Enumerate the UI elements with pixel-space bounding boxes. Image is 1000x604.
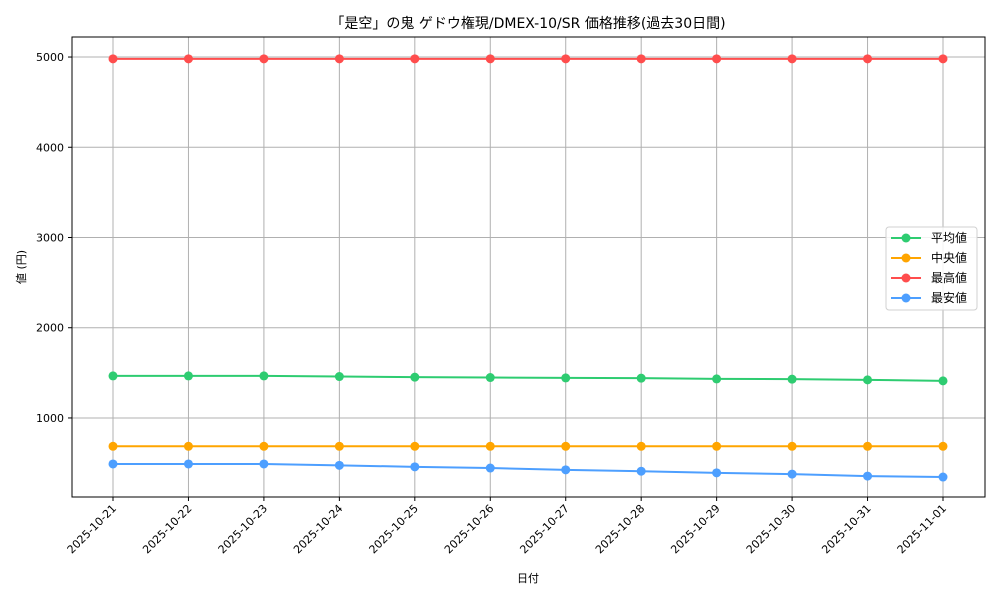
data-point	[636, 373, 646, 383]
series-lines	[108, 54, 948, 482]
series-1	[108, 441, 948, 451]
data-point	[259, 54, 269, 64]
series-3	[108, 459, 948, 482]
y-tick-label: 4000	[36, 141, 64, 154]
data-point	[787, 441, 797, 451]
data-point	[938, 472, 948, 482]
legend-label: 最高値	[931, 270, 967, 285]
legend-box	[885, 226, 978, 311]
data-point	[712, 468, 722, 478]
data-point	[938, 54, 948, 64]
x-axis-label: 日付	[517, 572, 539, 585]
x-tick-label: 2025-10-24	[291, 502, 345, 556]
data-point	[561, 441, 571, 451]
x-tick-label: 2025-10-31	[819, 502, 873, 556]
data-point	[485, 441, 495, 451]
data-point	[410, 441, 420, 451]
data-point	[108, 441, 118, 451]
y-tick-label: 1000	[36, 412, 64, 425]
x-tick-label: 2025-10-23	[216, 502, 270, 556]
data-point	[410, 54, 420, 64]
data-point	[108, 459, 118, 469]
x-tick-label: 2025-10-25	[367, 502, 421, 556]
plot-frame	[71, 36, 986, 498]
series-2	[108, 54, 948, 64]
data-point	[636, 466, 646, 476]
data-point	[712, 441, 722, 451]
data-point	[259, 441, 269, 451]
x-tick-label: 2025-10-29	[668, 502, 722, 556]
data-point	[183, 459, 193, 469]
data-point	[108, 371, 118, 381]
legend-marker-icon	[901, 253, 911, 263]
legend-label: 平均値	[931, 230, 967, 245]
data-point	[259, 459, 269, 469]
y-tick-label: 3000	[36, 231, 64, 244]
data-point	[334, 54, 344, 64]
data-point	[183, 54, 193, 64]
data-point	[561, 465, 571, 475]
legend-label: 中央値	[931, 250, 967, 265]
y-tick-label: 2000	[36, 322, 64, 335]
data-point	[712, 54, 722, 64]
data-point	[787, 54, 797, 64]
y-tick-label: 5000	[36, 51, 64, 64]
data-point	[410, 372, 420, 382]
x-tick-label: 2025-10-22	[140, 502, 194, 556]
data-point	[712, 374, 722, 384]
legend-label: 最安値	[931, 290, 967, 305]
legend-item: 中央値	[891, 250, 967, 265]
data-point	[938, 441, 948, 451]
data-point	[485, 373, 495, 383]
legend-marker-icon	[901, 233, 911, 243]
legend-marker-icon	[901, 273, 911, 283]
data-point	[259, 371, 269, 381]
series-line	[113, 462, 944, 479]
data-point	[787, 374, 797, 384]
legend-item: 最安値	[891, 290, 967, 305]
x-tick-label: 2025-11-01	[895, 502, 949, 556]
grid-lines	[72, 37, 985, 497]
data-point	[561, 54, 571, 64]
data-point	[334, 460, 344, 470]
data-point	[485, 463, 495, 473]
series-line	[113, 374, 944, 382]
x-axis-ticks: 2025-10-21 2025-10-22 2025-10-23 2025-10-24…	[65, 497, 949, 556]
x-tick-label: 2025-10-27	[517, 502, 571, 556]
data-point	[863, 54, 873, 64]
data-point	[334, 372, 344, 382]
y-axis-ticks: 1000 2000 3000 4000 5000	[36, 51, 72, 425]
data-point	[636, 441, 646, 451]
data-point	[410, 462, 420, 472]
chart-title: 「是空」の鬼 ゲドウ権現/DMEX-10/SR 価格推移(過去30日間)	[330, 15, 725, 32]
data-point	[863, 471, 873, 481]
x-tick-label: 2025-10-30	[744, 502, 798, 556]
x-tick-label: 2025-10-28	[593, 502, 647, 556]
x-tick-label: 2025-10-26	[442, 502, 496, 556]
data-point	[561, 373, 571, 383]
legend-item: 最高値	[891, 270, 967, 285]
legend-item: 平均値	[891, 230, 967, 245]
x-tick-label: 2025-10-21	[65, 502, 119, 556]
data-point	[938, 376, 948, 386]
data-point	[863, 375, 873, 385]
data-point	[863, 441, 873, 451]
data-point	[334, 441, 344, 451]
series-0	[108, 371, 948, 386]
data-point	[636, 54, 646, 64]
legend-marker-icon	[901, 293, 911, 303]
data-point	[183, 441, 193, 451]
data-point	[485, 54, 495, 64]
data-point	[787, 469, 797, 479]
data-point	[108, 54, 118, 64]
data-point	[183, 371, 193, 381]
y-axis-label: 値 (円)	[15, 250, 28, 284]
